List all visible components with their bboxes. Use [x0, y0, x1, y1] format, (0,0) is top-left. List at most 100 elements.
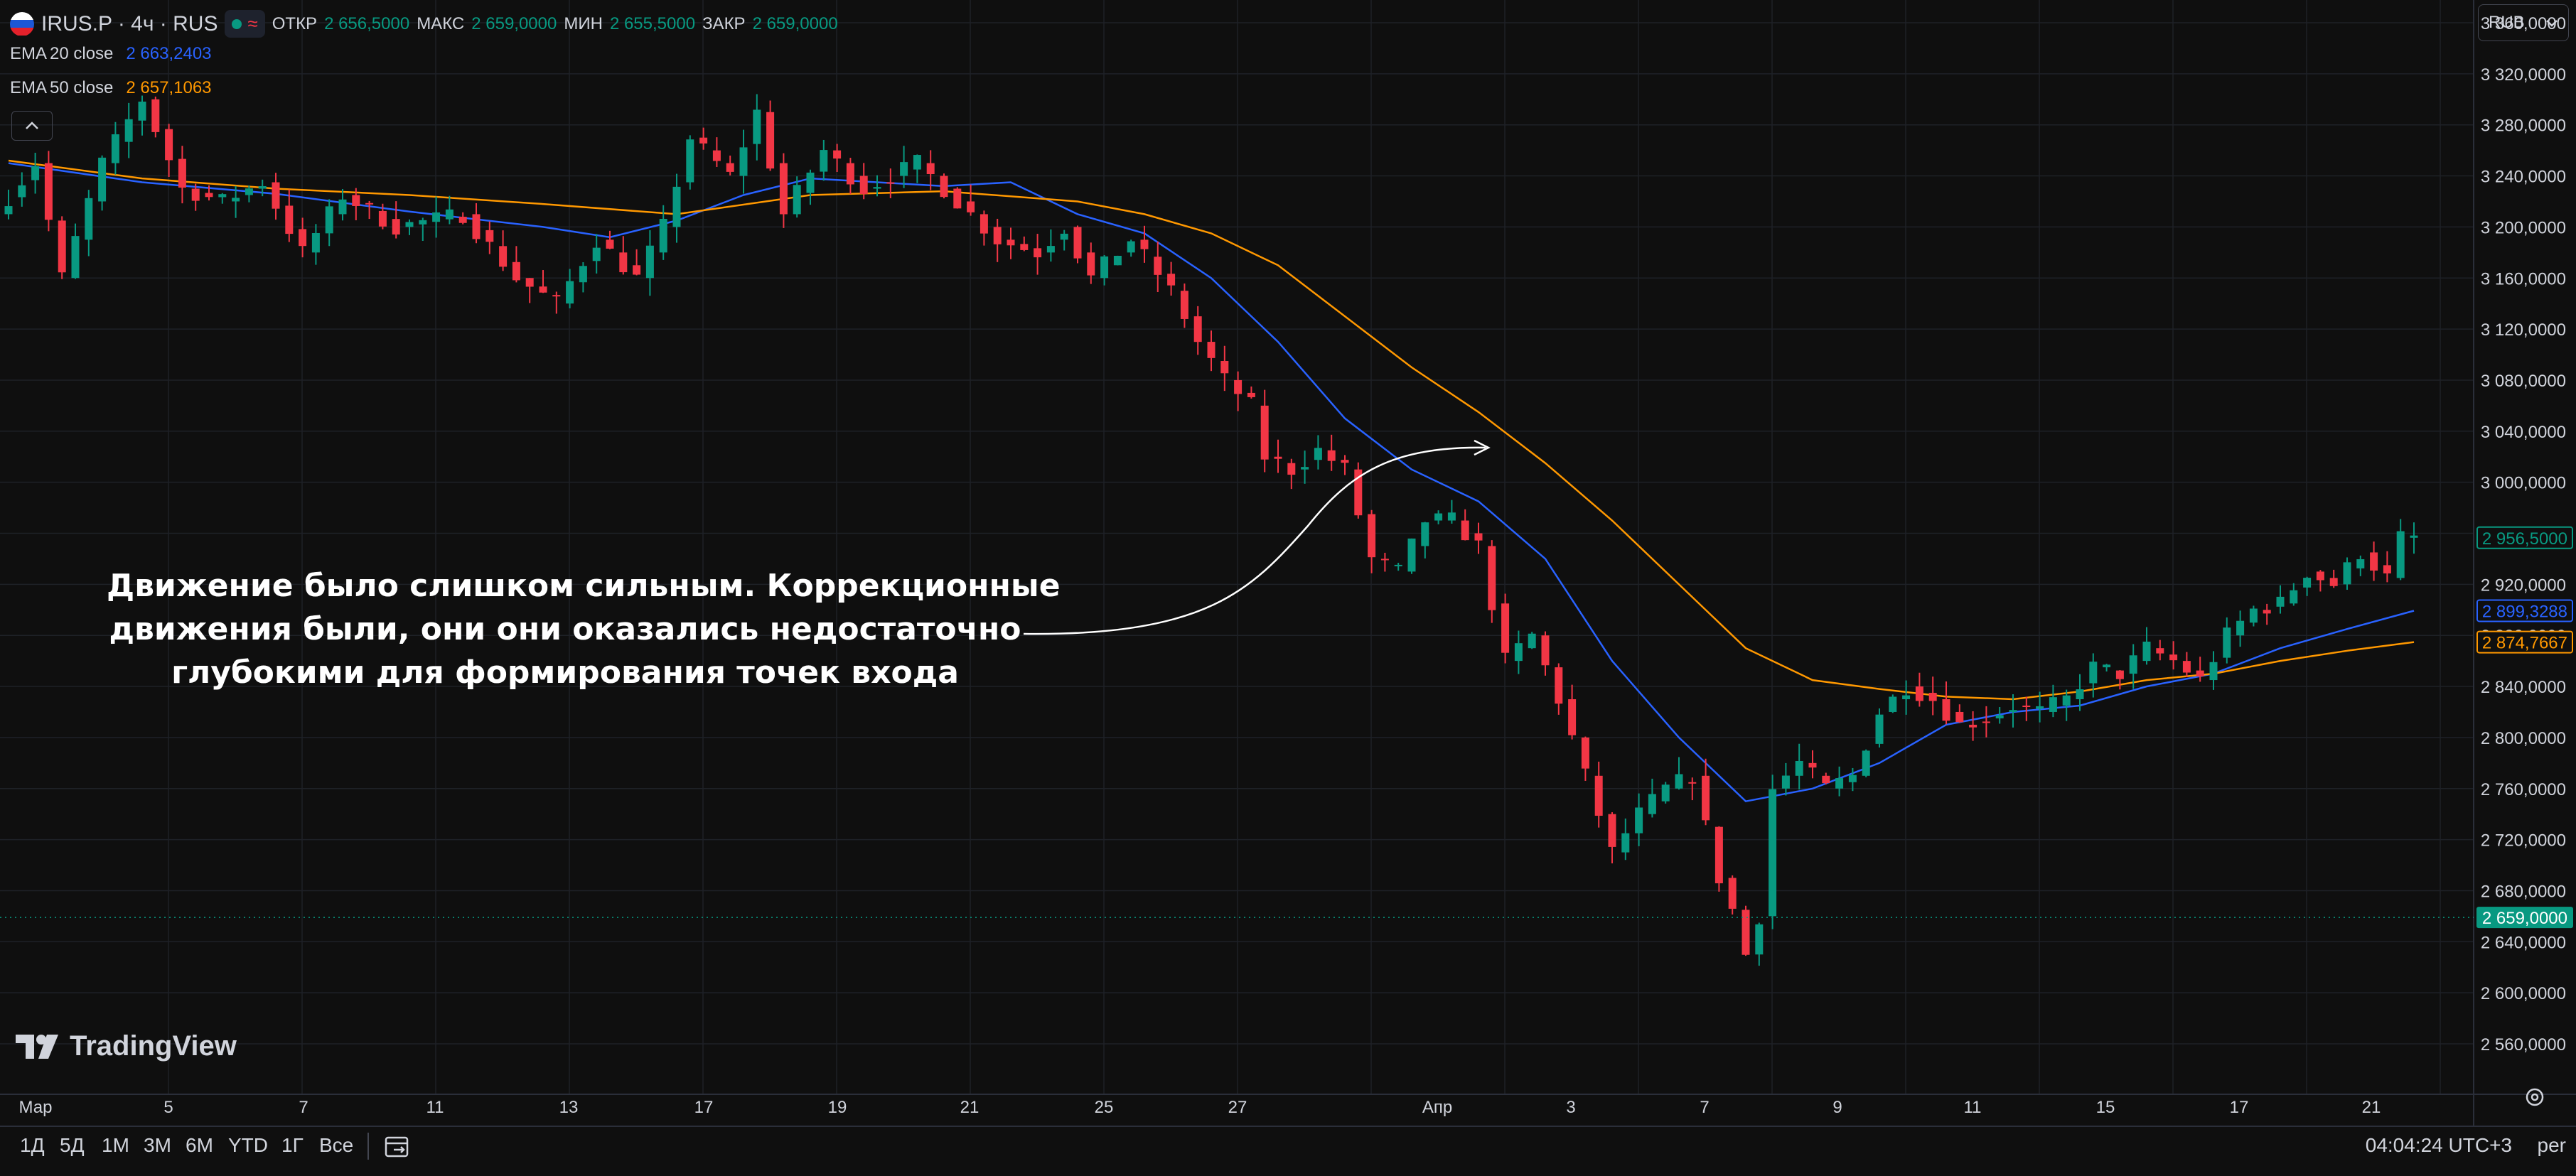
candle-body — [606, 239, 614, 249]
candle — [1742, 905, 1750, 956]
collapse-legend-button[interactable] — [11, 111, 53, 141]
candle — [378, 203, 387, 230]
candle-body — [31, 166, 40, 180]
candle — [419, 217, 427, 241]
currency-label: RUB — [2489, 13, 2525, 32]
scale-percent-toggle[interactable]: per — [2537, 1134, 2566, 1156]
candle — [485, 221, 494, 254]
tradingview-logo[interactable]: TradingView — [16, 1030, 237, 1062]
candle — [1568, 684, 1577, 740]
candle — [392, 201, 400, 239]
candle — [2076, 674, 2084, 711]
candle — [993, 218, 1002, 262]
ema20-label: EMA — [10, 44, 48, 63]
time-tick-label: 7 — [1700, 1098, 1709, 1117]
candles-layer — [4, 94, 2418, 966]
candle-body — [1781, 775, 1790, 789]
symbol-title[interactable]: IRUS.P · 4ч · RUS — [41, 11, 218, 36]
ema50-legend[interactable]: EMA 50 close 2 657,1063 — [10, 78, 212, 98]
candle-body — [299, 229, 307, 247]
candle-body — [178, 158, 186, 188]
price-tag-text: 2 659,0000 — [2482, 909, 2567, 928]
range-3m-button[interactable]: 3М — [144, 1134, 171, 1156]
candle — [1220, 345, 1229, 392]
price-chart[interactable]: 3 360,0000 3 320,0000 3 280,0000 3 240,0000… — [0, 0, 2576, 1126]
candle-body — [993, 227, 1002, 244]
candle — [1046, 229, 1055, 262]
time-tick-label: 13 — [559, 1098, 579, 1117]
market-status-badge[interactable]: ≈ — [225, 10, 265, 38]
candle — [205, 185, 213, 201]
candle-body — [1140, 239, 1149, 249]
price-labels: 2 956,5000 2 899,3288 2 874,7667 2 659,0000 — [0, 526, 2573, 929]
candle-body — [2036, 706, 2044, 709]
candle — [806, 169, 815, 205]
candle — [1488, 540, 1496, 623]
candle — [1942, 681, 1950, 725]
candle-body — [2396, 531, 2405, 578]
calendar-range-icon[interactable] — [384, 1134, 412, 1160]
candle — [539, 270, 547, 293]
candle-body — [886, 182, 895, 184]
candle — [699, 127, 708, 150]
candle-body — [2209, 662, 2218, 681]
candle — [1862, 749, 1870, 777]
ema20-legend[interactable]: EMA 20 close 2 663,2403 — [10, 44, 212, 64]
candle — [793, 176, 801, 218]
range-6m-button[interactable]: 6М — [186, 1134, 213, 1156]
candle — [2383, 551, 2391, 583]
candle — [833, 144, 842, 173]
candle — [525, 278, 534, 303]
candle — [178, 146, 186, 204]
symbol-legend[interactable]: IRUS.P · 4ч · RUS ≈ ОТКР 2 656,5000 МАКС… — [10, 10, 838, 38]
range-1m-button[interactable]: 1М — [102, 1134, 129, 1156]
settings-gear-icon[interactable] — [2522, 1084, 2548, 1110]
time-axis[interactable]: Мар 5 7 11 13 17 19 21 25 27 Апр 3 7 9 11 15 17 21 — [0, 1094, 2576, 1117]
russia-flag-icon — [10, 11, 34, 36]
range-1y-button[interactable]: 1Г — [281, 1134, 304, 1156]
price-tag-border — [2476, 526, 2573, 549]
high-label: МАКС — [417, 14, 465, 33]
candle-body — [44, 163, 53, 220]
candle-body — [980, 214, 988, 234]
candle-body — [1621, 833, 1630, 853]
tradingview-logo-icon — [16, 1034, 58, 1059]
candle — [1260, 389, 1269, 473]
candle — [659, 205, 667, 260]
candle — [859, 163, 868, 200]
candle-body — [1394, 564, 1402, 566]
ema20-params: 20 close — [50, 44, 114, 63]
price-tick-label: 3 360,0000 — [2481, 14, 2566, 33]
candle-body — [726, 163, 734, 172]
candle-body — [2383, 565, 2391, 573]
currency-select[interactable]: RUB — [2478, 4, 2569, 41]
candle-body — [1822, 775, 1830, 784]
range-all-button[interactable]: Все — [319, 1134, 354, 1156]
candle — [1769, 775, 1777, 929]
candle — [18, 172, 26, 207]
candle-body — [913, 155, 921, 170]
candle — [2062, 689, 2071, 721]
candle-body — [272, 182, 280, 209]
time-tick-label: 17 — [694, 1098, 714, 1117]
candle — [1394, 562, 1402, 571]
candle-body — [472, 214, 481, 239]
annotation-text[interactable]: Движение было слишком сильным. Коррекцио… — [107, 564, 1061, 694]
clock-display[interactable]: 04:04:24 UTC+3 — [2365, 1134, 2512, 1156]
candle-body — [338, 199, 347, 215]
range-ytd-button[interactable]: YTD — [228, 1134, 268, 1156]
candle — [1140, 225, 1149, 263]
range-5d-button[interactable]: 5Д — [60, 1134, 85, 1156]
candle-body — [1982, 721, 1990, 723]
candle — [1007, 227, 1015, 259]
candle-body — [2249, 608, 2258, 623]
time-tick-label: 17 — [2230, 1098, 2249, 1117]
close-value: 2 659,0000 — [752, 14, 838, 33]
candle-body — [285, 205, 294, 234]
candle-body — [900, 162, 908, 176]
time-tick-label: 11 — [1964, 1098, 1982, 1117]
range-1d-button[interactable]: 1Д — [20, 1134, 45, 1156]
candle-body — [566, 281, 574, 304]
candle-body — [1581, 737, 1589, 769]
annotation-arrow — [1023, 439, 1491, 635]
